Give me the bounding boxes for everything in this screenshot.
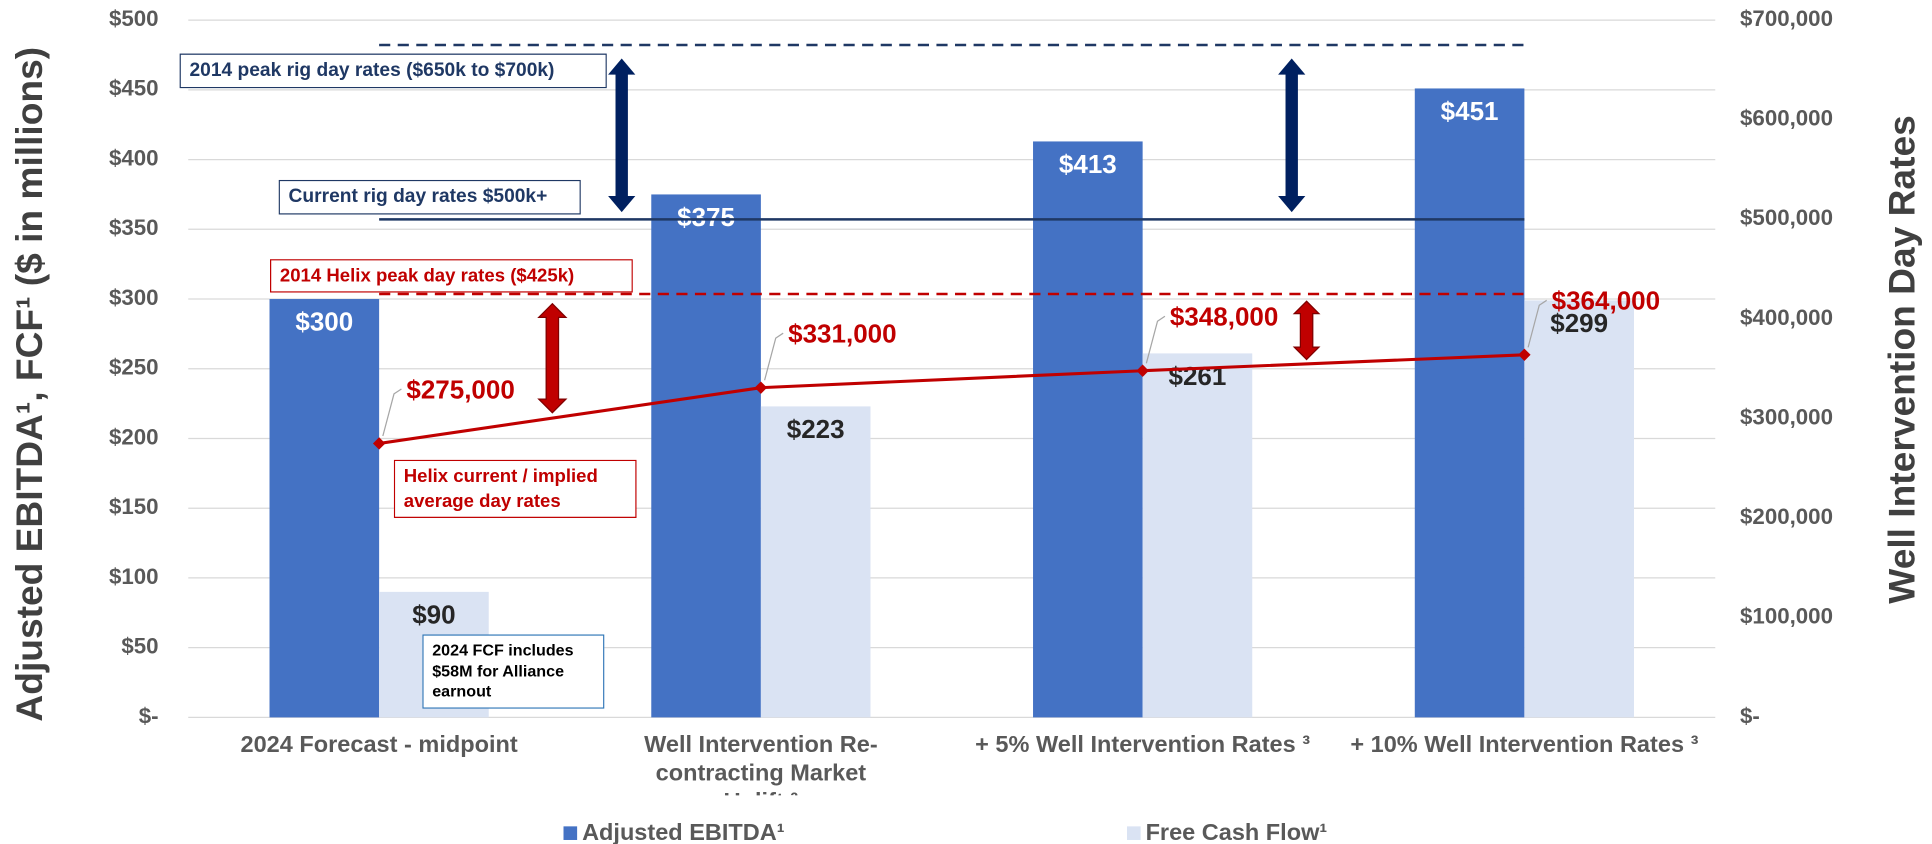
annotation: Current rig day rates $500k+ <box>278 179 581 215</box>
y-tick-label: $100 <box>109 564 159 589</box>
annotation-box: 2014 Helix peak day rates ($425k) <box>269 259 633 293</box>
annotation-box: 2014 peak rig day rates ($650k to $700k) <box>179 53 607 89</box>
data-label: $223 <box>787 414 845 444</box>
y-tick-label: $300 <box>109 285 159 310</box>
y-tick-label: $250 <box>109 355 159 380</box>
arrow <box>1278 58 1306 213</box>
marker <box>1518 348 1531 361</box>
annotation: 2024 FCF includes $58M for Alliance earn… <box>422 634 605 709</box>
marker <box>754 381 768 394</box>
data-label: $275,000 <box>406 374 514 404</box>
bar <box>651 194 761 718</box>
y2-tick-label: $- <box>1740 703 1760 728</box>
arrows <box>537 58 1321 414</box>
annotation-box: Current rig day rates $500k+ <box>278 179 581 215</box>
annotation-box: 2024 FCF includes $58M for Alliance earn… <box>422 634 605 709</box>
legend-swatch <box>1127 826 1141 840</box>
y-axis-title: Adjusted EBITDA¹, FCF¹ ($ in millions) <box>8 47 50 722</box>
data-label: $348,000 <box>1170 302 1278 332</box>
annotation: 2014 Helix peak day rates ($425k) <box>269 259 633 293</box>
y-tick-label: $500 <box>109 6 159 31</box>
arrow <box>537 302 568 414</box>
bar <box>1033 141 1143 718</box>
y2-tick-label: $300,000 <box>1740 404 1833 429</box>
x-tick-label: Well Intervention Re-contracting Market … <box>644 732 878 795</box>
data-label: $299 <box>1550 308 1608 338</box>
y2-tick-label: $100,000 <box>1740 604 1833 629</box>
y-tick-label: $200 <box>109 424 159 449</box>
leader-line <box>382 388 402 437</box>
arrow <box>1292 300 1321 361</box>
bar <box>760 406 871 718</box>
y-tick-label: $400 <box>109 145 159 170</box>
arrow <box>608 58 636 213</box>
y2-tick-label: $600,000 <box>1740 106 1833 131</box>
x-tick-label: 2024 Forecast - midpoint <box>240 732 518 759</box>
x-tick-label: + 5% Well Intervention Rates ³ <box>975 732 1311 759</box>
x-tick-label: 2024 Forecast - midpoint <box>240 732 518 759</box>
legend-label: Free Cash Flow¹ <box>1146 819 1328 844</box>
y2-tick-label: $700,000 <box>1740 6 1833 31</box>
y-tick-label: $50 <box>121 634 158 659</box>
data-label: $90 <box>412 600 455 630</box>
line <box>378 353 1525 445</box>
legend-swatch <box>563 826 578 840</box>
x-tick-label: + 10% Well Intervention Rates ³ <box>1350 732 1699 759</box>
legend-label: Adjusted EBITDA¹ <box>582 819 785 844</box>
x-tick-label: Well Intervention Re-contracting Market … <box>644 732 878 795</box>
leader-line <box>763 332 784 381</box>
y2-tick-label: $500,000 <box>1740 205 1833 230</box>
data-label: $261 <box>1169 361 1227 391</box>
data-label: $331,000 <box>788 319 896 349</box>
y-tick-label: $450 <box>109 76 159 101</box>
leader-line <box>1145 315 1166 364</box>
bar <box>1414 88 1525 718</box>
bar <box>269 299 380 718</box>
leader-line <box>1527 299 1548 348</box>
y2-tick-label: $200,000 <box>1740 504 1833 529</box>
y-tick-label: $150 <box>109 494 159 519</box>
x-tick-label: + 5% Well Intervention Rates ³ <box>975 732 1311 759</box>
data-label: $300 <box>295 307 353 337</box>
annotation-box: Helix current / implied average day rate… <box>393 459 637 518</box>
data-label: $364,000 <box>1552 286 1660 316</box>
bar <box>1524 300 1634 718</box>
data-label: $451 <box>1441 96 1499 126</box>
y-tick-label: $350 <box>109 215 159 240</box>
marker <box>372 437 386 450</box>
data-label: $413 <box>1059 149 1117 179</box>
y2-axis-title: Well Intervention Day Rates <box>1881 115 1923 603</box>
marker <box>1136 364 1149 377</box>
annotation: 2014 peak rig day rates ($650k to $700k) <box>179 53 607 89</box>
y2-tick-label: $400,000 <box>1740 305 1833 330</box>
x-tick-label: + 10% Well Intervention Rates ³ <box>1350 732 1699 759</box>
y-tick-label: $- <box>139 703 159 728</box>
bar <box>1142 353 1253 718</box>
data-label: $375 <box>677 202 735 232</box>
annotation: Helix current / implied average day rate… <box>393 459 637 518</box>
